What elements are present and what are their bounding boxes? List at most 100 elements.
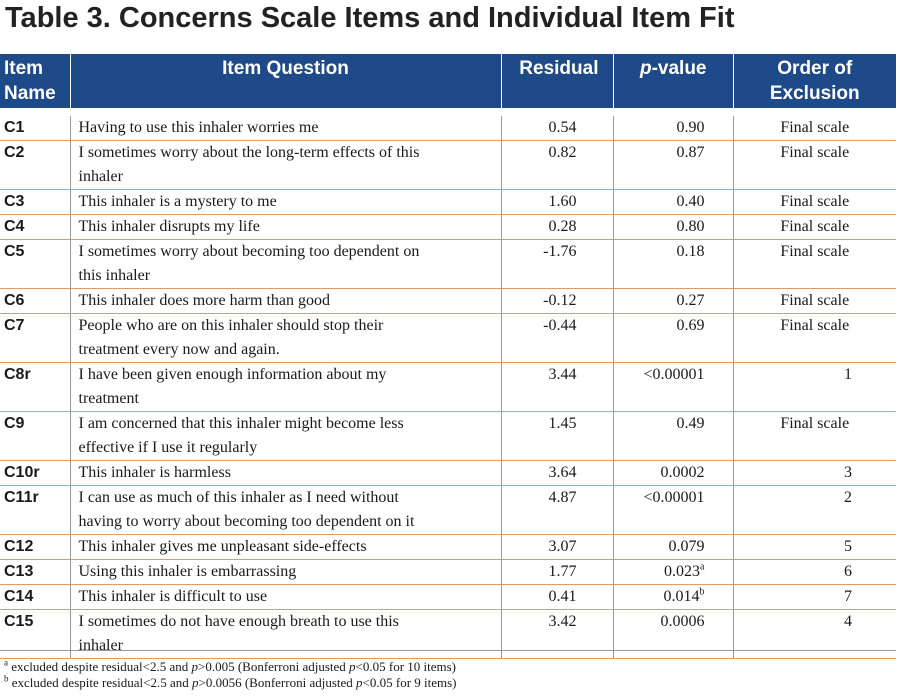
- footnotes: a excluded despite residual<2.5 and p>0.…: [4, 657, 457, 691]
- header-item-name: Item Name: [0, 54, 70, 108]
- table-title: Table 3. Concerns Scale Items and Indivi…: [5, 2, 735, 34]
- residual-cell: 3.64: [500, 460, 613, 486]
- item-name-cell: C6: [0, 288, 70, 314]
- pvalue-cell: <0.00001: [612, 485, 733, 535]
- item-question-cell: This inhaler does more harm than good: [69, 288, 501, 314]
- item-question-line: People who are on this inhaler should st…: [78, 317, 384, 334]
- footnote-a: a excluded despite residual<2.5 and p>0.…: [4, 657, 457, 675]
- residual-cell: 3.44: [500, 362, 613, 412]
- table-row: C9 I am concerned that this inhaler might…: [0, 411, 896, 461]
- order-of-exclusion-cell: Final scale: [732, 214, 896, 240]
- item-question-line: inhaler: [78, 637, 123, 654]
- residual-cell: 3.42: [500, 609, 613, 659]
- item-question-cell: This inhaler is harmless: [69, 460, 501, 486]
- item-name-cell: C9: [0, 411, 70, 461]
- item-name-cell: C11r: [0, 485, 70, 535]
- residual-cell: 0.54: [500, 116, 613, 141]
- pvalue-cell: 0.49: [612, 411, 733, 461]
- footnote-mark: a: [4, 657, 8, 668]
- table-row: C10r This inhaler is harmless 3.64 0.0002 3: [0, 460, 896, 486]
- item-question-cell: People who are on this inhaler should st…: [69, 313, 501, 363]
- item-question-line: I sometimes worry about the long-term ef…: [78, 144, 420, 161]
- pvalue-text: 0.90: [676, 119, 705, 136]
- order-of-exclusion-cell: Final scale: [732, 239, 896, 289]
- item-question-cell: This inhaler disrupts my life: [69, 214, 501, 240]
- order-of-exclusion-cell: 1: [732, 362, 896, 412]
- pvalue-text: 0.18: [676, 243, 705, 260]
- item-name-cell: C1: [0, 116, 70, 141]
- item-question-line: I can use as much of this inhaler as I n…: [78, 489, 399, 506]
- footnote-b: b excluded despite residual<2.5 and p>0.…: [4, 673, 457, 691]
- item-question-cell: I am concerned that this inhaler might b…: [69, 411, 501, 461]
- order-of-exclusion-cell: 6: [732, 559, 896, 585]
- residual-cell: -0.12: [500, 288, 613, 314]
- pvalue-text: 0.49: [676, 415, 705, 432]
- table-row: C14 This inhaler is difficult to use 0.41 0…: [0, 584, 896, 610]
- footnote-text: <0.05 for 10 items): [355, 659, 457, 674]
- item-question-line: effective if I use it regularly: [78, 439, 258, 456]
- footnote-mark: b: [4, 673, 9, 684]
- table-row: C8r I have been given enough information …: [0, 362, 896, 412]
- residual-cell: 1.45: [500, 411, 613, 461]
- footnote-italic: p: [192, 675, 199, 690]
- item-name-cell: C3: [0, 189, 70, 215]
- footnote-divider: [0, 650, 896, 651]
- table-row: C6 This inhaler does more harm than good -…: [0, 288, 896, 314]
- item-question-line: inhaler: [78, 168, 123, 185]
- order-of-exclusion-cell: Final scale: [732, 288, 896, 314]
- table-row: C5 I sometimes worry about becoming too d…: [0, 239, 896, 289]
- table-row: C3 This inhaler is a mystery to me 1.60 0.4…: [0, 189, 896, 215]
- item-name-cell: C7: [0, 313, 70, 363]
- table-body: C1 Having to use this inhaler worries me 0…: [0, 108, 896, 659]
- pvalue-text: 0.079: [668, 538, 705, 555]
- order-of-exclusion-cell: 5: [732, 534, 896, 560]
- item-question-cell: Using this inhaler is embarrassing: [69, 559, 501, 585]
- pvalue-cell: 0.27: [612, 288, 733, 314]
- residual-cell: 1.60: [500, 189, 613, 215]
- item-name-cell: C8r: [0, 362, 70, 412]
- residual-cell: -1.76: [500, 239, 613, 289]
- item-name-cell: C12: [0, 534, 70, 560]
- pvalue-footnote-mark: a: [700, 561, 705, 573]
- footnote-text: <0.05 for 9 items): [362, 675, 457, 690]
- footnote-italic: p: [349, 659, 356, 674]
- header-pvalue: p-value: [612, 54, 733, 108]
- item-name-cell: C4: [0, 214, 70, 240]
- order-of-exclusion-cell: 2: [732, 485, 896, 535]
- pvalue-cell: 0.079: [612, 534, 733, 560]
- item-question-cell: This inhaler gives me unpleasant side-ef…: [69, 534, 501, 560]
- item-name-cell: C13: [0, 559, 70, 585]
- spacer-cell: [0, 108, 896, 116]
- pvalue-cell: 0.014b: [612, 584, 733, 610]
- item-question-line: Using this inhaler is embarrassing: [78, 563, 297, 580]
- order-of-exclusion-cell: 3: [732, 460, 896, 486]
- item-question-line: This inhaler is a mystery to me: [78, 193, 277, 210]
- order-of-exclusion-cell: Final scale: [732, 116, 896, 141]
- pvalue-text: 0.023: [664, 563, 701, 580]
- item-question-cell: Having to use this inhaler worries me: [69, 116, 501, 141]
- item-question-line: I sometimes worry about becoming too dep…: [78, 243, 420, 260]
- residual-cell: 0.28: [500, 214, 613, 240]
- item-question-line: having to worry about becoming too depen…: [78, 513, 415, 530]
- item-question-line: this inhaler: [78, 267, 151, 284]
- item-question-cell: I sometimes do not have enough breath to…: [69, 609, 501, 659]
- item-question-line: treatment: [78, 390, 139, 407]
- footnote-italic: p: [191, 659, 199, 674]
- pvalue-text: 0.80: [676, 218, 705, 235]
- item-question-line: I am concerned that this inhaler might b…: [78, 415, 404, 432]
- table-header: Item Name Item Question Residual p-value…: [0, 54, 896, 108]
- table-row: C1 Having to use this inhaler worries me 0…: [0, 116, 896, 141]
- residual-cell: 0.82: [500, 140, 613, 190]
- table-row: C15 I sometimes do not have enough breath…: [0, 609, 896, 659]
- header-spacer: [0, 108, 896, 116]
- pvalue-text: 0.0002: [660, 464, 705, 481]
- item-question-cell: I sometimes worry about becoming too dep…: [69, 239, 501, 289]
- header-pvalue-italic: p: [639, 58, 652, 79]
- table-row: C12 This inhaler gives me unpleasant side…: [0, 534, 896, 560]
- item-question-line: This inhaler gives me unpleasant side-ef…: [78, 538, 367, 555]
- pvalue-cell: 0.69: [612, 313, 733, 363]
- item-name-cell: C5: [0, 239, 70, 289]
- pvalue-text: <0.00001: [643, 489, 705, 506]
- pvalue-footnote-mark: b: [699, 586, 705, 598]
- residual-cell: 3.07: [500, 534, 613, 560]
